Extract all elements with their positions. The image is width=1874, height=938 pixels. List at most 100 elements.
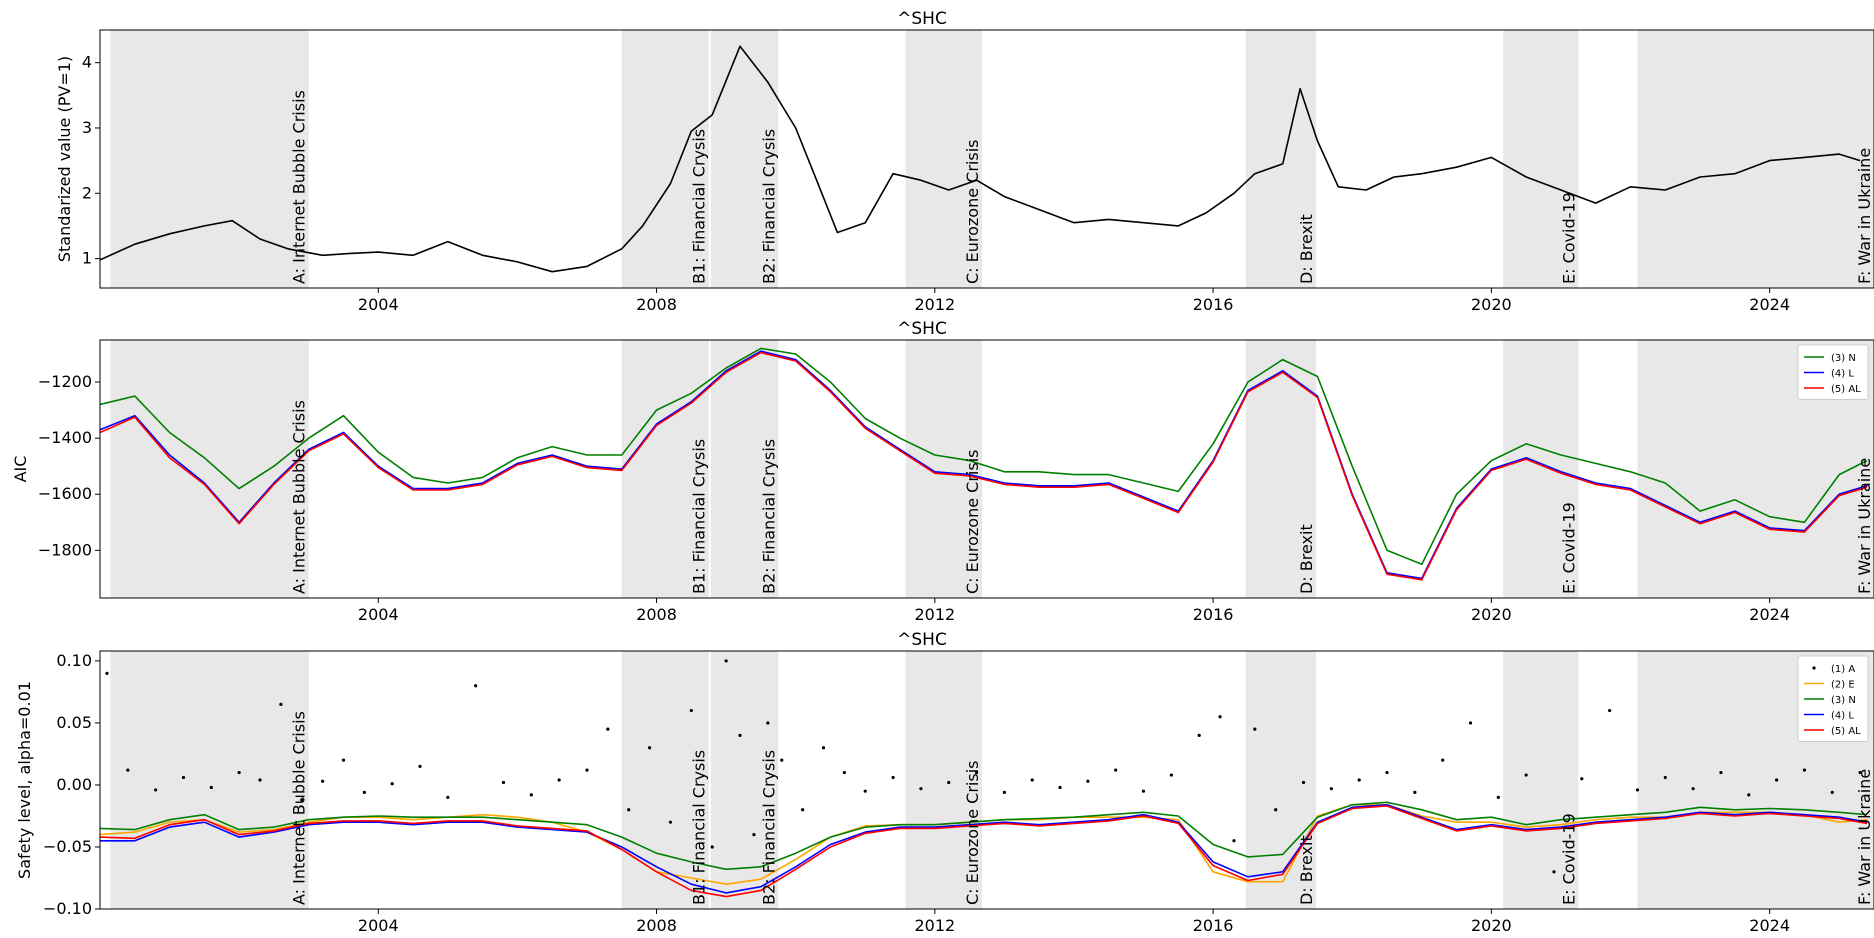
x-tick-label: 2004: [358, 605, 399, 624]
x-tick-label: 2008: [636, 295, 677, 314]
crisis-label: F: War in Ukraine: [1855, 148, 1874, 284]
scatter-point: [1775, 778, 1779, 782]
scatter-point: [821, 746, 826, 750]
y-tick-label: 1: [82, 249, 92, 268]
crisis-label: C: Eurozone Crisis: [963, 761, 982, 905]
legend-box: [1797, 655, 1869, 742]
scatter-point: [390, 782, 394, 786]
plot-area: [100, 45, 1861, 273]
crisis-label: B2: Financial Crysis: [759, 750, 778, 905]
legend: (3) N (4) L (5) AL: [1797, 344, 1869, 400]
legend-label: (3) N: [1831, 695, 1856, 706]
crisis-shade: [905, 30, 983, 288]
x-tick-label: 2016: [1193, 605, 1234, 624]
x-tick-label: 2004: [358, 295, 399, 314]
scatter-point: [300, 798, 304, 802]
crisis-label: F: War in Ukraine: [1855, 769, 1874, 905]
crisis-label: C: Eurozone Crisis: [963, 140, 982, 284]
scatter-point: [863, 789, 867, 793]
scatter-point: [1086, 779, 1090, 783]
crisis-shade: [1503, 651, 1579, 909]
chart-title: ^SHC: [897, 9, 947, 29]
crisis-shade: [710, 340, 779, 598]
legend-label: (3) N: [1831, 353, 1856, 364]
scatter-point: [1197, 733, 1201, 737]
series-line--4-l: [100, 804, 1868, 894]
crisis-shade: [110, 30, 309, 288]
chart-panel-2: A: Internet Bubble Crisis B1: Financial C…: [11, 319, 1874, 624]
x-tick-label: 2012: [914, 295, 955, 314]
scatter-point: [1385, 770, 1389, 775]
scatter-point: [710, 845, 714, 849]
y-tick-label: 0.10: [56, 651, 92, 670]
scatter-point: [1232, 839, 1236, 843]
x-tick-label: 2008: [636, 916, 677, 935]
scatter-point: [1169, 773, 1173, 777]
scatter-point: [780, 758, 784, 762]
scatter-point: [1141, 789, 1146, 793]
crisis-label: F: War in Ukraine: [1855, 458, 1874, 594]
scatter-point: [1441, 758, 1445, 762]
scatter-point: [738, 733, 742, 737]
crisis-shade: [110, 340, 309, 598]
scatter-point: [1274, 808, 1278, 812]
crisis-shade: [710, 651, 779, 909]
plot-area: [100, 659, 1868, 898]
scatter-point: [1114, 768, 1118, 772]
scatter-point: [209, 785, 213, 790]
crisis-shade: [710, 30, 779, 288]
series-line--3-n: [100, 801, 1868, 871]
scatter-point: [947, 780, 951, 785]
axes-frame: [99, 29, 1874, 289]
scatter-point: [321, 779, 325, 783]
crisis-shade: [621, 30, 709, 288]
legend-label: (5) AL: [1831, 726, 1861, 737]
crisis-label: A: Internet Bubble Crisis: [290, 400, 309, 594]
scatter-point: [181, 775, 186, 780]
crisis-label: B1: Financial Crysis: [690, 750, 709, 905]
scatter-point: [1253, 727, 1257, 731]
crisis-shade: [1245, 651, 1317, 909]
x-tick-label: 2020: [1471, 916, 1512, 935]
scatter-point: [1830, 790, 1834, 795]
scatter-point: [341, 758, 346, 762]
crisis-shade: [621, 651, 709, 909]
crisis-shade: [1637, 30, 1874, 288]
scatter-point: [606, 727, 610, 731]
chart-title: ^SHC: [897, 630, 947, 650]
scatter-point: [126, 768, 130, 772]
scatter-point: [1002, 790, 1006, 795]
scatter-point: [724, 659, 728, 663]
scatter-point: [752, 832, 756, 837]
legend-marker: [1812, 666, 1816, 670]
scatter-point: [1719, 770, 1723, 775]
legend: (1) A (2) E (3) N (4) L (5) AL: [1797, 655, 1869, 742]
scatter-point: [1329, 787, 1333, 791]
scatter-point: [474, 684, 478, 688]
y-tick-label: 4: [82, 53, 92, 72]
crisis-label: B1: Financial Crysis: [690, 129, 709, 284]
series-line--5-al: [100, 351, 1868, 581]
scatter-point: [627, 808, 631, 812]
crisis-shade: [905, 340, 983, 598]
axes-frame: [99, 650, 1874, 910]
scatter-point: [1580, 777, 1584, 781]
scatter-point: [647, 746, 652, 750]
crisis-shade: [1503, 30, 1579, 288]
scatter-point: [1552, 870, 1556, 874]
scatter-point: [766, 721, 770, 725]
scatter-point: [1858, 770, 1862, 775]
scatter-point: [1413, 790, 1417, 795]
crisis-label: E: Covid-19: [1559, 192, 1578, 284]
crisis-shade: [905, 651, 983, 909]
scatter-point: [529, 793, 533, 797]
scatter-point: [501, 780, 506, 785]
crisis-label: E: Covid-19: [1559, 502, 1578, 594]
scatter-point: [1802, 768, 1807, 772]
y-axis-label: Standarized value (PV=1): [55, 56, 74, 262]
scatter-point: [1218, 715, 1222, 719]
scatter-point: [279, 702, 283, 706]
scatter-point: [105, 671, 109, 675]
y-tick-label: 0.00: [56, 775, 92, 794]
